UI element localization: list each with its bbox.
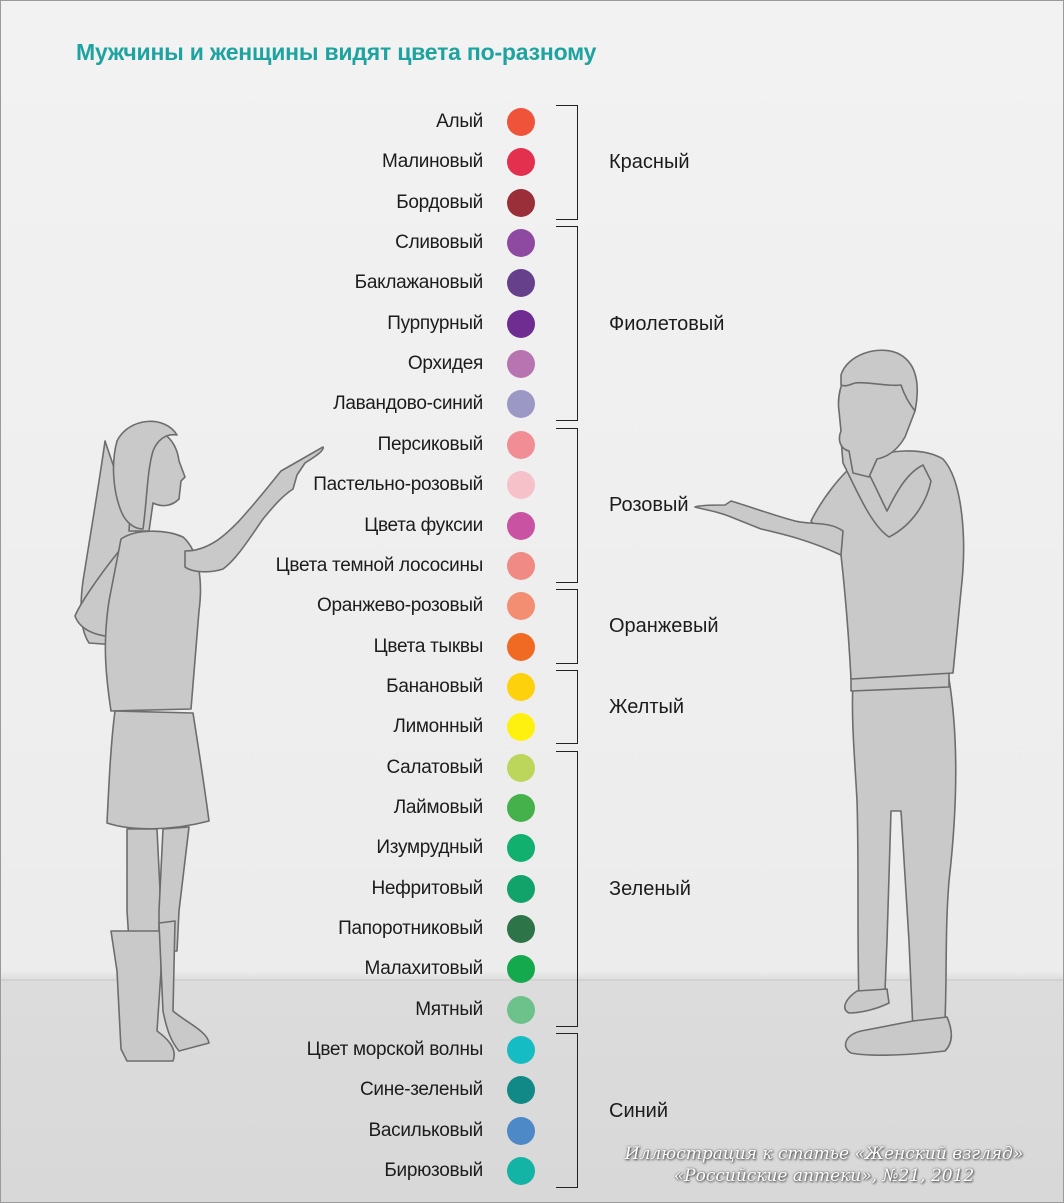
credit-line-2: «Российские аптеки», №21, 2012 (673, 1166, 975, 1186)
color-swatch (507, 1036, 535, 1065)
shade-label: Бордовый (396, 191, 483, 213)
shade-label: Пастельно-розовый (313, 474, 483, 496)
color-swatch (507, 592, 535, 621)
group-bracket (556, 750, 578, 1027)
color-swatch (507, 471, 535, 500)
color-swatch (507, 793, 535, 822)
color-swatch (507, 672, 535, 701)
shade-label: Орхидея (407, 353, 483, 375)
shade-label: Банановый (386, 675, 483, 697)
color-swatch (507, 874, 535, 903)
color-swatch (507, 1157, 535, 1186)
color-swatch (507, 753, 535, 782)
group-label: Зеленый (609, 877, 691, 900)
shade-label: Лимонный (393, 716, 483, 738)
shade-label: Алый (436, 111, 483, 132)
shade-label: Нефритовый (371, 877, 483, 899)
color-swatch (507, 350, 535, 379)
color-swatch (507, 188, 535, 217)
color-swatch (507, 995, 535, 1024)
shade-label: Баклажановый (354, 272, 484, 294)
floor-line (1, 979, 1063, 981)
woman-figure (74, 420, 324, 1062)
shade-label: Цвета тыквы (373, 635, 484, 657)
shade-label: Цвет морской волны (306, 1039, 484, 1061)
shade-label: Цвета фуксии (364, 514, 483, 536)
color-swatch (507, 1116, 535, 1145)
group-bracket (556, 427, 578, 583)
shade-label: Цвета темной лососины (275, 554, 484, 576)
group-label: Оранжевый (609, 615, 719, 638)
shade-label: Малиновый (381, 151, 483, 173)
man-figure (694, 349, 965, 1056)
group-label: Розовый (609, 494, 689, 517)
credit-caption: Иллюстрация к статье «Женский взгляд» «Р… (599, 1143, 1049, 1187)
group-bracket (556, 669, 578, 745)
color-swatch (507, 955, 535, 984)
shade-label: Оранжево-розовый (316, 595, 483, 617)
color-swatch (507, 551, 535, 580)
color-swatch (507, 713, 535, 742)
group-label: Синий (609, 1099, 669, 1122)
color-swatch (507, 269, 535, 298)
shade-label: Сине-зеленый (360, 1079, 483, 1101)
shade-label: Мятный (415, 998, 483, 1020)
shade-label: Васильковый (368, 1119, 484, 1141)
color-swatch (507, 148, 535, 177)
color-swatch (507, 108, 535, 136)
color-swatch (507, 229, 535, 258)
group-label: Красный (609, 151, 690, 174)
color-swatch (507, 430, 535, 459)
group-bracket (556, 105, 578, 220)
shade-label: Папоротниковый (338, 918, 483, 939)
shade-label: Лаймовый (393, 796, 484, 818)
group-bracket (556, 589, 578, 664)
color-swatch (507, 309, 535, 338)
shade-label: Малахитовый (364, 958, 484, 980)
shade-label: Изумрудный (376, 837, 483, 859)
shade-label: Персиковый (377, 433, 484, 455)
color-swatch (507, 632, 535, 661)
shade-label: Сливовый (395, 232, 483, 254)
credit-line-1: Иллюстрация к статье «Женский взгляд» (624, 1144, 1024, 1164)
color-swatch (507, 1076, 535, 1105)
color-swatch (507, 834, 535, 863)
shade-label: Пурпурный (387, 312, 483, 334)
shade-label: Бирюзовый (384, 1160, 483, 1182)
color-swatch (507, 390, 535, 419)
group-bracket (556, 226, 578, 422)
page-title: Мужчины и женщины видят цвета по-разному (76, 39, 597, 65)
color-swatch (507, 915, 535, 943)
shade-label: Лавандово-синий (333, 393, 483, 415)
group-label: Желтый (609, 696, 685, 719)
group-bracket (556, 1033, 578, 1189)
color-swatch (507, 511, 535, 540)
group-label: Фиолетовый (609, 312, 725, 335)
shade-label: Салатовый (386, 756, 484, 778)
